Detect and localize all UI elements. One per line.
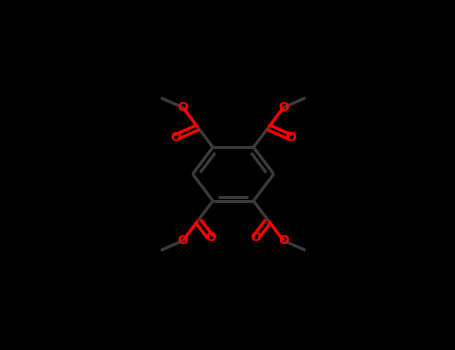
Text: O: O: [205, 231, 216, 244]
Text: O: O: [171, 131, 181, 144]
Text: O: O: [285, 131, 296, 144]
Text: O: O: [278, 101, 289, 114]
Text: O: O: [250, 231, 261, 244]
Text: O: O: [278, 234, 289, 247]
Text: O: O: [177, 101, 188, 114]
Text: O: O: [177, 234, 188, 247]
